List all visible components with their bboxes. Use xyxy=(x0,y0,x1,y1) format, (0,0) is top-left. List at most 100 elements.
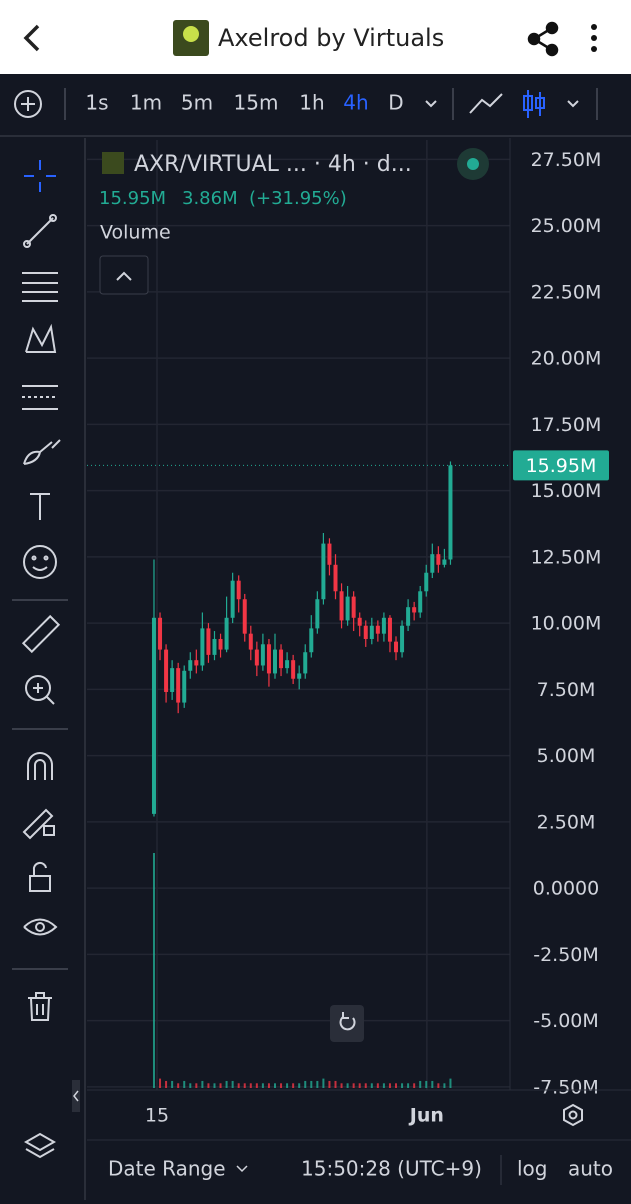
candle-body xyxy=(188,660,193,671)
candle-chart-button[interactable] xyxy=(523,90,545,118)
log-scale-toggle[interactable]: log xyxy=(517,1157,548,1181)
y-tick-label: 7.50M xyxy=(537,679,596,701)
indicator-name: Volume xyxy=(100,222,171,244)
delete-tool[interactable] xyxy=(28,992,52,1021)
more-button[interactable] xyxy=(591,24,597,52)
candle-body xyxy=(400,625,405,653)
volume-bar xyxy=(286,1083,289,1088)
reset-chart-button[interactable] xyxy=(330,1005,364,1042)
candle-body xyxy=(182,670,187,703)
candle-body xyxy=(170,668,175,692)
prediction-tool[interactable] xyxy=(22,385,58,410)
x-tick-label: Jun xyxy=(408,1105,444,1127)
unlock-tool[interactable] xyxy=(29,861,51,892)
candle-body xyxy=(369,625,374,639)
interval-button[interactable]: 1h xyxy=(299,91,324,115)
market-status-dot xyxy=(467,158,479,170)
layers-button[interactable] xyxy=(23,1132,57,1159)
candle-body xyxy=(176,668,181,703)
interval-button[interactable]: D xyxy=(388,91,403,115)
y-tick-label: -5.00M xyxy=(533,1010,599,1032)
candle-body xyxy=(315,599,320,629)
interval-button[interactable]: 1s xyxy=(85,91,108,115)
candle-body xyxy=(291,660,296,679)
candle-body xyxy=(212,638,217,655)
volume-bar xyxy=(304,1080,307,1088)
date-range-button[interactable]: Date Range xyxy=(108,1157,226,1181)
magnet-tool[interactable] xyxy=(27,752,53,780)
back-button[interactable] xyxy=(23,24,40,52)
last-price-label: 15.95M xyxy=(526,455,597,477)
y-tick-label: 15.00M xyxy=(531,480,602,502)
volume-bar xyxy=(231,1080,234,1088)
share-button[interactable] xyxy=(527,21,559,57)
candle-body xyxy=(418,591,423,613)
volume-bar xyxy=(152,853,155,1088)
candle-body xyxy=(406,607,411,626)
interval-button[interactable]: 4h xyxy=(343,91,368,115)
candle-body xyxy=(412,607,417,613)
collapse-legend-button[interactable] xyxy=(99,255,149,295)
visibility-tool[interactable] xyxy=(23,918,58,936)
volume-bar xyxy=(388,1083,391,1088)
candle-body xyxy=(236,580,241,600)
volume-bar xyxy=(437,1083,440,1088)
candle-body xyxy=(200,628,205,666)
zoom-tool[interactable] xyxy=(25,675,55,705)
interval-button[interactable]: 1m xyxy=(130,91,162,115)
symbol-avatar xyxy=(102,152,124,174)
emoji-tool[interactable] xyxy=(23,545,57,579)
header-bar xyxy=(0,0,631,74)
y-tick-label: 17.50M xyxy=(531,414,602,436)
collapse-handle[interactable] xyxy=(72,1080,80,1112)
line-chart-button[interactable] xyxy=(469,93,503,114)
y-tick-label: 12.50M xyxy=(531,546,602,568)
interval-dropdown[interactable] xyxy=(425,100,437,108)
text-tool[interactable] xyxy=(30,493,50,520)
symbol-title[interactable]: AXR/VIRTUAL ... · 4h · d... xyxy=(134,152,412,177)
pattern-tool[interactable] xyxy=(25,323,57,353)
volume-bar xyxy=(243,1083,246,1088)
chart-type-dropdown[interactable] xyxy=(567,100,579,108)
candle-body xyxy=(272,649,277,674)
candle-body xyxy=(206,628,211,655)
volume-bar xyxy=(207,1083,210,1088)
volume-bar xyxy=(165,1080,168,1088)
interval-button[interactable]: 15m xyxy=(234,91,279,115)
volume-bar xyxy=(334,1080,337,1088)
lock-drawings-tool[interactable] xyxy=(22,808,55,840)
auto-scale-toggle[interactable]: auto xyxy=(568,1157,613,1181)
volume-bar xyxy=(267,1083,270,1088)
page-title: Axelrod by Virtuals xyxy=(218,24,444,52)
candle-body xyxy=(242,599,247,634)
volume-bar xyxy=(407,1083,410,1088)
y-tick-label: 20.00M xyxy=(531,348,602,370)
volume-bar xyxy=(340,1083,343,1088)
volume-bar xyxy=(346,1083,349,1088)
candle-body xyxy=(436,554,441,565)
ruler-tool[interactable] xyxy=(21,614,61,654)
y-tick-label: 25.00M xyxy=(531,215,602,237)
volume-bar xyxy=(352,1083,355,1088)
settings-button[interactable] xyxy=(563,1103,583,1127)
volume-bar xyxy=(189,1083,192,1088)
legend-change: 3.86M xyxy=(182,188,238,209)
interval-button[interactable]: 5m xyxy=(181,91,213,115)
candle-body xyxy=(303,652,308,674)
volume-bar xyxy=(195,1083,198,1088)
volume-bar xyxy=(401,1083,404,1088)
candle-body xyxy=(248,633,253,650)
volume-bar xyxy=(382,1083,385,1088)
candle-body xyxy=(285,660,290,669)
brush-tool[interactable] xyxy=(23,439,61,465)
crosshair-tool[interactable] xyxy=(24,160,56,192)
candle-body xyxy=(309,628,314,653)
trend-line-tool[interactable] xyxy=(23,214,57,248)
volume-bar xyxy=(443,1083,446,1088)
clock[interactable]: 15:50:28 (UTC+9) xyxy=(301,1157,482,1181)
add-symbol-button[interactable] xyxy=(14,90,42,118)
reset-icon xyxy=(339,1012,356,1031)
y-tick-label: -7.50M xyxy=(533,1076,599,1098)
candle-body xyxy=(442,559,447,565)
fib-tool[interactable] xyxy=(22,272,58,302)
